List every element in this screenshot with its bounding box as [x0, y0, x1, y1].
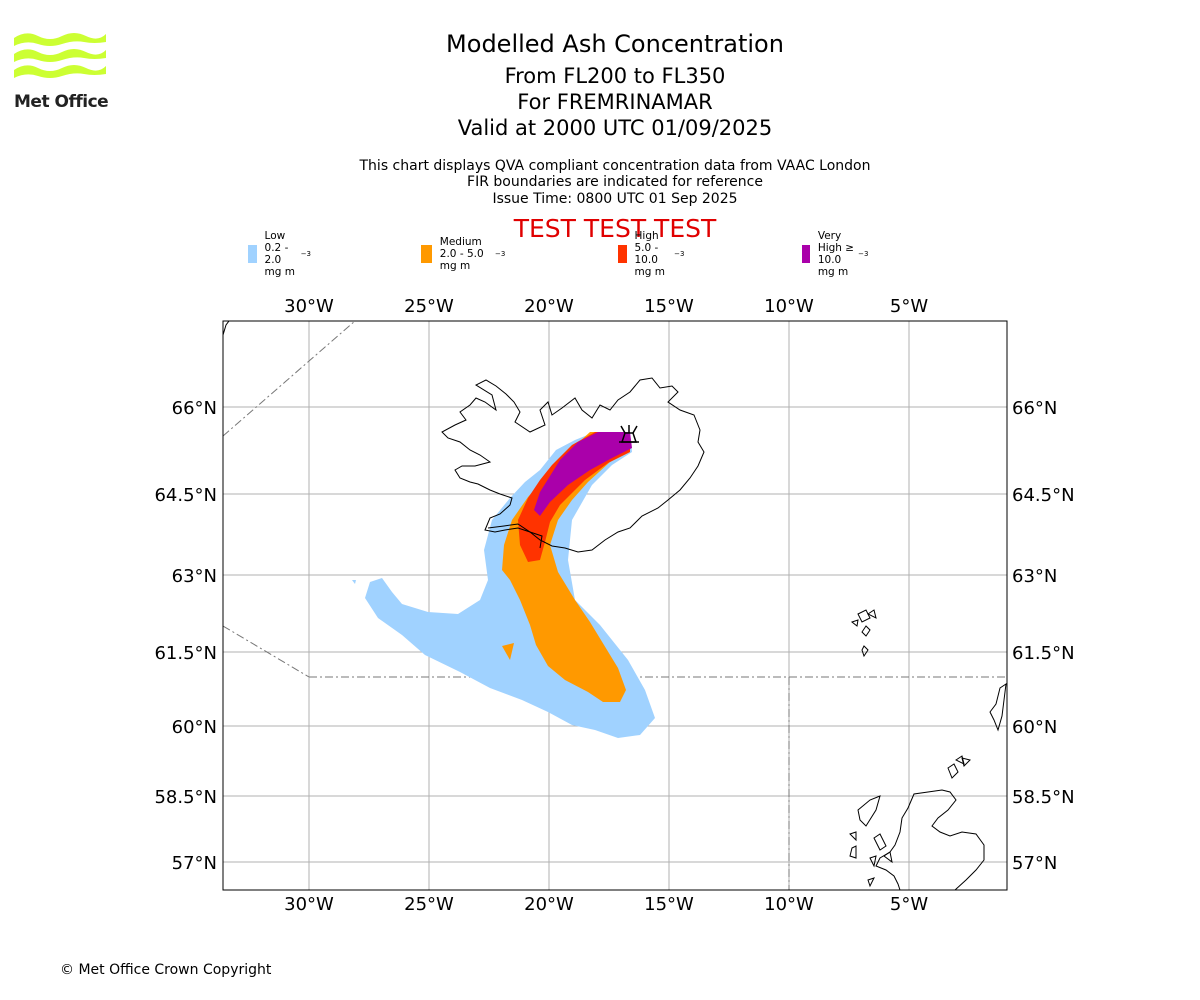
note-qva: This chart displays QVA compliant concen…	[359, 158, 871, 174]
test-banner: TEST TEST TEST	[513, 214, 717, 243]
map-frame	[222, 320, 1008, 891]
lat-tick-label-left: 57°N	[172, 853, 217, 874]
shetland-islands	[989, 682, 1007, 732]
fir-boundaries	[223, 321, 1007, 890]
lat-tick-label-right: 64.5°N	[1012, 485, 1075, 506]
legend-swatch-medium	[421, 245, 432, 263]
legend-label-low: Low 0.2 - 2.0 mg m	[264, 230, 295, 278]
legend-item-low: Low 0.2 - 2.0 mg m −3	[248, 230, 312, 278]
greenland-coast	[223, 321, 230, 336]
iceland-coastline	[441, 377, 705, 553]
lon-tick-label-bottom: 20°W	[524, 894, 574, 915]
lon-tick-label-bottom: 25°W	[404, 894, 454, 915]
logo-text: Met Office	[14, 92, 109, 112]
lon-tick-label-bottom: 5°W	[890, 894, 928, 915]
lon-tick-label-top: 25°W	[404, 296, 454, 317]
level-range: From FL200 to FL350	[504, 64, 726, 88]
chart-title: Modelled Ash Concentration	[446, 30, 784, 58]
lon-tick-label-top: 20°W	[524, 296, 574, 317]
valid-time: Valid at 2000 UTC 01/09/2025	[457, 116, 773, 140]
legend-label-very-high: Very High ≥ 10.0 mg m	[817, 230, 855, 278]
fir-boundary-sw	[223, 625, 310, 678]
lat-tick-label-left: 66°N	[172, 398, 217, 419]
faroe-islands	[850, 609, 877, 658]
volcano-icon	[619, 425, 639, 443]
legend-swatch-very-high	[802, 245, 810, 263]
legend-item-medium: Medium 2.0 - 5.0 mg m −3	[421, 236, 506, 272]
map-grid	[223, 321, 1007, 890]
ash-high-region	[518, 432, 630, 562]
scotland-coastline	[875, 789, 985, 890]
lat-tick-label-right: 60°N	[1012, 717, 1057, 738]
lon-tick-label-top: 10°W	[764, 296, 814, 317]
legend-label-high: High 5.0 - 10.0 mg m	[634, 230, 665, 278]
met-office-logo: Met Office	[14, 30, 114, 112]
legend-exp-medium: −3	[495, 250, 506, 258]
lon-tick-label-top: 5°W	[890, 296, 928, 317]
ash-very-high-region	[534, 432, 632, 516]
legend-exp-low: −3	[300, 250, 312, 258]
lat-tick-label-right: 57°N	[1012, 853, 1057, 874]
lon-tick-label-bottom: 10°W	[764, 894, 814, 915]
map-content	[223, 321, 1007, 890]
map-tick-labels: 30°W 30°W 25°W 25°W 20°W 20°W 15°W 15°W 10°W 10°W…	[154, 296, 1074, 915]
ash-low-speck	[352, 580, 356, 584]
legend-item-very-high: Very High ≥ 10.0 mg m −3	[802, 230, 869, 278]
lat-tick-label-right: 63°N	[1012, 566, 1057, 587]
lon-tick-label-bottom: 15°W	[644, 894, 694, 915]
legend-item-high: High 5.0 - 10.0 mg m −3	[618, 230, 685, 278]
lon-tick-label-top: 15°W	[644, 296, 694, 317]
volcano-name: For FREMRINAMAR	[517, 90, 713, 114]
lat-tick-label-left: 60°N	[172, 717, 217, 738]
lat-tick-label-right: 58.5°N	[1012, 787, 1075, 808]
legend-swatch-low	[248, 245, 257, 263]
lon-tick-label-bottom: 30°W	[284, 894, 334, 915]
legend-exp-very-high: −3	[858, 250, 869, 258]
legend-label-medium: Medium 2.0 - 5.0 mg m	[439, 236, 484, 272]
fir-boundary-nw	[223, 321, 356, 437]
lon-tick-label-top: 30°W	[284, 296, 334, 317]
legend-exp-high: −3	[674, 250, 685, 258]
lat-tick-label-left: 63°N	[172, 566, 217, 587]
lat-tick-label-right: 61.5°N	[1012, 643, 1075, 664]
lat-tick-label-left: 58.5°N	[154, 787, 217, 808]
lat-tick-label-left: 64.5°N	[154, 485, 217, 506]
met-office-logo-waves	[14, 33, 106, 78]
lat-tick-label-left: 61.5°N	[154, 643, 217, 664]
hebrides-islands	[849, 755, 971, 888]
issue-time: Issue Time: 0800 UTC 01 Sep 2025	[492, 191, 738, 207]
lat-tick-label-right: 66°N	[1012, 398, 1057, 419]
ash-medium-blob	[502, 643, 514, 660]
note-fir: FIR boundaries are indicated for referen…	[467, 174, 763, 190]
legend-swatch-high	[618, 245, 627, 263]
iceland-south-coast	[487, 523, 543, 549]
copyright: © Met Office Crown Copyright	[60, 962, 272, 978]
